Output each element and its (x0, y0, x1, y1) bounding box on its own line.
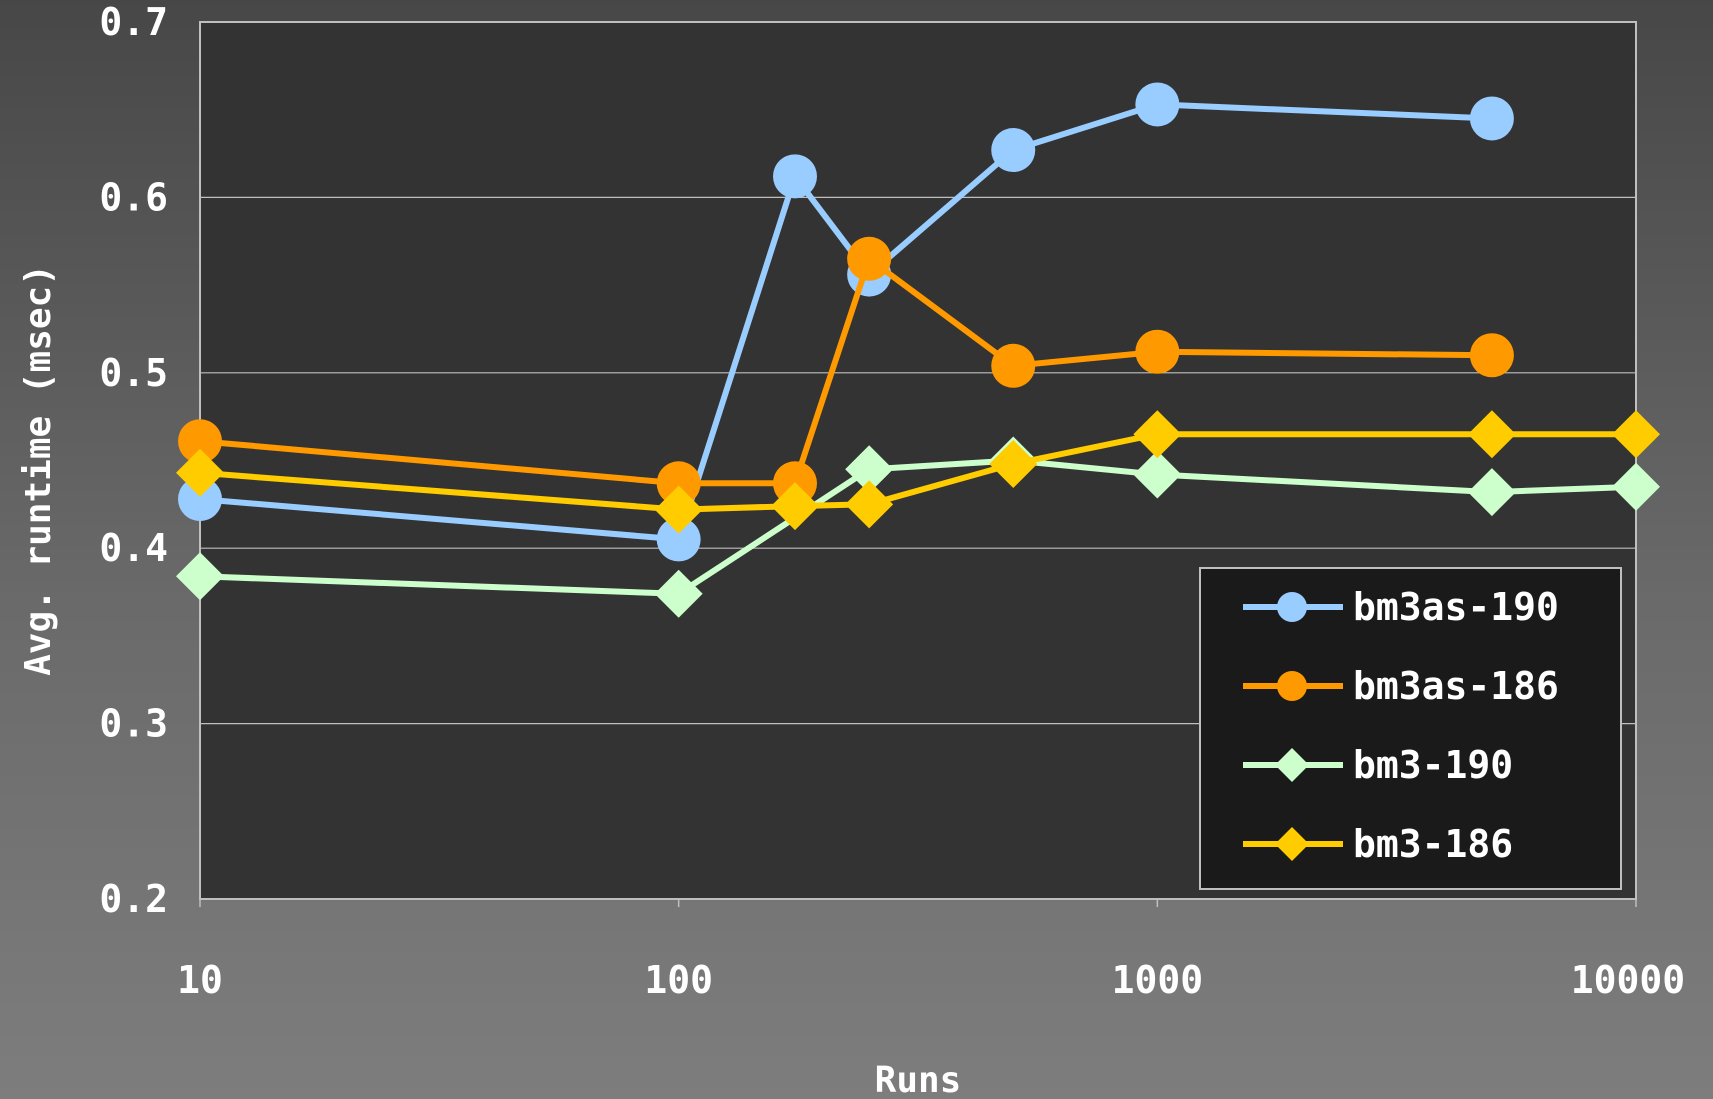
legend-item: bm3-186 (1243, 822, 1513, 866)
data-point (1469, 333, 1514, 378)
y-axis-label: Avg. runtime (msec) (18, 264, 59, 676)
data-point (656, 461, 701, 506)
data-point (1135, 82, 1180, 127)
y-tick-label: 0.6 (99, 175, 168, 219)
data-point (773, 154, 818, 199)
data-point (991, 128, 1036, 173)
data-point (1612, 462, 1660, 511)
legend-label: bm3-190 (1353, 743, 1513, 787)
x-tick-label: 1000 (1112, 958, 1204, 1002)
series-bm3-186 (176, 410, 1660, 534)
y-tick-label: 0.4 (99, 526, 168, 570)
data-point (989, 440, 1038, 489)
y-tick-label: 0.3 (99, 702, 168, 746)
legend: bm3as-190 bm3as-186 bm3-190 bm3-186 (1199, 567, 1622, 890)
data-point (176, 448, 224, 497)
legend-label: bm3as-190 (1353, 585, 1559, 629)
x-tick-label: 100 (644, 958, 713, 1002)
data-point (654, 569, 703, 618)
data-point (1135, 329, 1180, 374)
data-point (178, 477, 222, 522)
data-point (1133, 410, 1182, 459)
legend-marker (1275, 827, 1309, 861)
legend-label: bm3as-186 (1353, 664, 1559, 708)
legend-marker (1277, 592, 1307, 622)
x-axis-ticks: 10 100 1000 10000 (177, 899, 1685, 1002)
y-tick-label: 0.2 (99, 877, 168, 921)
data-point (178, 419, 222, 464)
legend-label: bm3-186 (1353, 822, 1513, 866)
data-point (1467, 410, 1516, 459)
y-tick-label: 0.7 (99, 0, 168, 44)
data-point (656, 517, 701, 562)
data-point (1612, 410, 1660, 459)
x-tick-label: 10000 (1571, 958, 1685, 1002)
x-tick-label: 10 (177, 958, 223, 1002)
y-tick-label: 0.5 (99, 351, 168, 395)
data-point (845, 480, 894, 529)
legend-item: bm3-190 (1243, 743, 1513, 787)
series-layer (176, 82, 1660, 618)
legend-marker (1277, 671, 1307, 701)
legend-box (1199, 567, 1622, 890)
data-point (845, 445, 894, 494)
data-point (771, 482, 820, 531)
data-point (1469, 96, 1514, 141)
legend-marker (1275, 748, 1309, 782)
data-point (654, 485, 703, 534)
x-axis-label: Runs (875, 1060, 962, 1099)
data-point (1133, 450, 1182, 499)
legend-item: bm3as-186 (1243, 664, 1559, 708)
y-axis-ticks: 0.2 0.3 0.4 0.5 0.6 0.7 (99, 0, 168, 921)
data-point (847, 236, 892, 281)
data-point (1467, 468, 1516, 517)
data-point (991, 343, 1036, 388)
data-point (176, 552, 224, 601)
legend-item: bm3as-190 (1243, 585, 1559, 629)
